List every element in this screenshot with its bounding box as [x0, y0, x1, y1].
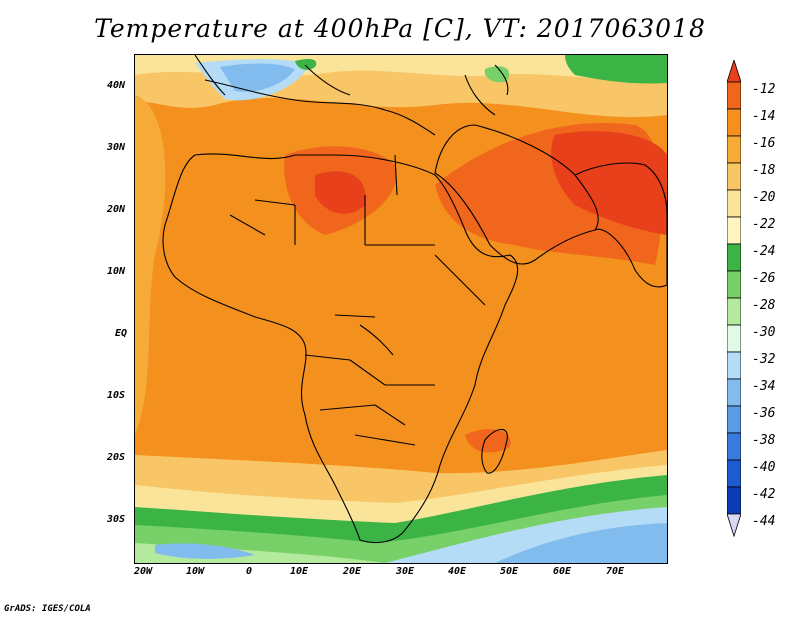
- colorbar-swatch: [727, 405, 741, 434]
- colorbar-label: -36: [752, 406, 776, 421]
- field-india-core: [551, 131, 667, 235]
- colorbar-swatch: [727, 135, 741, 164]
- footer-credit: GrADS: IGES/COLA: [4, 604, 91, 614]
- colorbar-swatch: [727, 243, 741, 272]
- colorbar-label: -14: [752, 109, 776, 124]
- lat-tick-label: 40N: [107, 80, 126, 91]
- field-madagascar-warm: [465, 429, 511, 453]
- lat-tick-label: 20N: [107, 204, 126, 215]
- colorbar-label: -38: [752, 433, 776, 448]
- colorbar-label: -28: [752, 298, 776, 313]
- lat-tick-label: 30S: [107, 514, 126, 525]
- lon-tick-label: 40E: [448, 566, 467, 577]
- lon-tick-label: 20E: [343, 566, 362, 577]
- caspian-coastline: [464, 64, 509, 116]
- lon-tick-label: 20W: [134, 566, 153, 577]
- colorbar-swatch: [727, 351, 741, 380]
- colorbar-swatch: [727, 486, 741, 515]
- colorbar-label: -26: [752, 271, 776, 286]
- colorbar-label: -32: [752, 352, 776, 367]
- mediterranean-coastline: [204, 79, 436, 136]
- colorbar-swatch: [727, 270, 741, 299]
- colorbar-label: -22: [752, 217, 776, 232]
- field-ne-green: [565, 55, 667, 84]
- lat-tick-label: EQ: [115, 328, 128, 339]
- lon-tick-label: 50E: [500, 566, 519, 577]
- colorbar-label: -24: [752, 244, 776, 259]
- colorbar-label: -16: [752, 136, 776, 151]
- colorbar-swatch: [727, 297, 741, 326]
- colorbar-swatch: [727, 216, 741, 245]
- field-caspian-green: [484, 66, 510, 83]
- lon-tick-label: 0: [246, 566, 253, 577]
- field-south-band-7: [495, 523, 667, 563]
- country-borders: [229, 154, 486, 446]
- colorbar-swatch: [727, 459, 741, 488]
- lat-tick-label: 10N: [107, 266, 126, 277]
- india-coastline: [574, 162, 667, 288]
- colorbar: [727, 60, 741, 538]
- colorbar-label: -12: [752, 82, 776, 97]
- colorbar-swatch: [727, 81, 741, 110]
- lon-tick-label: 10W: [186, 566, 205, 577]
- lon-tick-label: 60E: [553, 566, 572, 577]
- lon-tick-label: 30E: [396, 566, 415, 577]
- colorbar-top-arrow: [727, 60, 741, 83]
- field-med-colder: [220, 63, 295, 92]
- lon-tick-label: 10E: [290, 566, 309, 577]
- temperature-field: [135, 55, 667, 563]
- field-sahara-core: [315, 171, 366, 214]
- colorbar-label: -34: [752, 379, 776, 394]
- colorbar-swatch: [727, 432, 741, 461]
- africa-coastline: [162, 153, 519, 544]
- map-title: Temperature at 400hPa [C], VT: 201706301…: [94, 14, 706, 43]
- field-med-green: [295, 59, 317, 70]
- lat-tick-label: 30N: [107, 142, 126, 153]
- field-sw-cold: [155, 543, 255, 559]
- colorbar-label: -18: [752, 163, 776, 178]
- colorbar-label: -44: [752, 514, 776, 529]
- europe-coastline: [194, 55, 351, 96]
- colorbar-label: -20: [752, 190, 776, 205]
- colorbar-bottom-arrow: [727, 513, 741, 538]
- colorbar-swatch: [727, 108, 741, 137]
- colorbar-label: -42: [752, 487, 776, 502]
- madagascar-coastline: [481, 428, 508, 474]
- field-west-band: [135, 95, 166, 435]
- colorbar-swatch: [727, 378, 741, 407]
- colorbar-swatch: [727, 324, 741, 353]
- colorbar-label: -40: [752, 460, 776, 475]
- lat-tick-label: 10S: [107, 390, 126, 401]
- colorbar-swatch: [727, 162, 741, 191]
- lat-tick-label: 20S: [107, 452, 126, 463]
- colorbar-swatch: [727, 189, 741, 218]
- coastlines: [162, 55, 667, 544]
- temperature-map: [134, 54, 668, 564]
- colorbar-label: -30: [752, 325, 776, 340]
- lon-tick-label: 70E: [606, 566, 625, 577]
